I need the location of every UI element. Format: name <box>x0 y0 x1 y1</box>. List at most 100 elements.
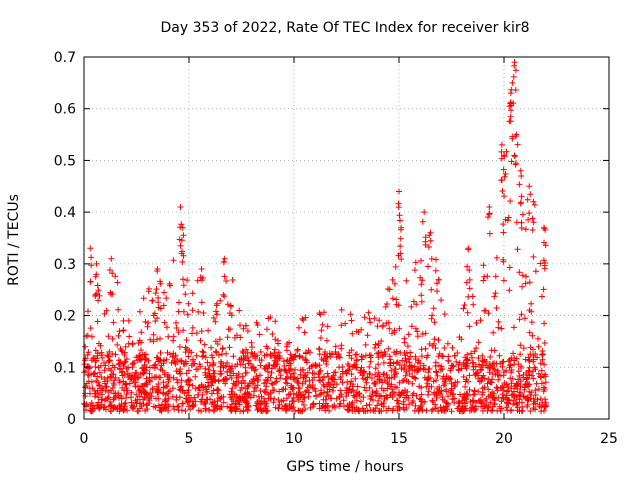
data-point <box>247 360 254 367</box>
data-point <box>464 357 471 364</box>
data-point <box>405 395 412 401</box>
data-point <box>163 295 170 302</box>
data-point <box>369 389 376 395</box>
data-point <box>438 407 445 414</box>
data-point <box>322 407 329 414</box>
data-point <box>420 362 427 369</box>
data-point <box>133 391 140 398</box>
data-point <box>110 380 117 387</box>
data-point <box>389 407 396 414</box>
data-point <box>239 395 246 402</box>
data-point <box>203 374 210 381</box>
data-point <box>519 283 526 290</box>
y-tick-label: 0.5 <box>54 153 76 169</box>
data-point <box>91 405 98 412</box>
data-point <box>204 388 211 395</box>
data-point <box>458 336 465 343</box>
data-point <box>485 386 492 393</box>
data-point <box>311 374 318 381</box>
data-point <box>214 311 220 318</box>
data-point <box>493 384 500 391</box>
data-point <box>395 400 402 407</box>
data-point <box>524 394 531 401</box>
data-point <box>540 257 547 264</box>
data-point <box>122 358 129 365</box>
data-point <box>464 309 471 316</box>
data-point <box>530 368 536 375</box>
data-point <box>185 387 192 394</box>
data-point <box>169 385 176 392</box>
data-point <box>498 398 505 405</box>
data-point <box>220 291 227 298</box>
data-point <box>157 374 164 381</box>
data-point <box>253 402 260 409</box>
data-point <box>183 370 190 377</box>
data-point <box>460 373 467 380</box>
data-point <box>236 401 243 408</box>
data-point <box>271 387 278 393</box>
data-point <box>115 390 122 397</box>
data-point <box>410 390 417 397</box>
data-point <box>397 235 404 242</box>
data-point <box>220 376 227 383</box>
data-point <box>280 358 287 365</box>
data-point <box>170 333 177 340</box>
data-point <box>375 361 382 368</box>
data-point <box>428 286 435 293</box>
data-point <box>423 407 430 414</box>
data-point <box>233 332 240 339</box>
data-point <box>403 368 410 375</box>
data-point <box>474 370 480 377</box>
data-point <box>478 377 485 384</box>
data-point <box>129 403 136 410</box>
data-point <box>282 402 289 409</box>
data-point <box>144 323 151 330</box>
data-point <box>540 388 547 395</box>
data-point <box>115 306 122 313</box>
data-point <box>188 362 195 369</box>
data-point <box>508 369 515 376</box>
data-point <box>511 62 518 69</box>
data-point <box>439 394 446 401</box>
data-point <box>287 365 294 372</box>
data-point <box>465 293 472 300</box>
data-point <box>302 349 309 356</box>
data-point <box>147 336 154 343</box>
data-point <box>466 372 473 379</box>
data-point <box>388 381 395 388</box>
data-point <box>115 394 122 401</box>
data-point <box>281 366 288 373</box>
data-point <box>367 395 374 402</box>
data-point <box>431 319 438 326</box>
data-point <box>217 406 223 413</box>
data-point <box>214 300 220 307</box>
data-point <box>513 401 520 408</box>
data-point <box>363 387 369 394</box>
data-point <box>406 401 412 408</box>
data-point <box>181 390 188 397</box>
x-tick-label: 15 <box>390 431 408 447</box>
grid-lines <box>84 57 609 419</box>
data-point <box>118 369 125 376</box>
data-point <box>506 356 513 363</box>
data-point <box>316 345 322 352</box>
data-point <box>157 280 164 287</box>
data-point <box>481 375 488 382</box>
data-point <box>212 318 219 325</box>
data-point <box>527 408 534 414</box>
data-point <box>347 311 354 318</box>
data-point <box>218 403 225 410</box>
data-point <box>541 320 548 327</box>
data-point <box>363 379 370 386</box>
data-point <box>338 306 345 313</box>
data-point <box>226 310 233 317</box>
data-point <box>513 381 520 387</box>
data-point <box>282 386 289 393</box>
data-point <box>86 385 93 392</box>
data-point <box>192 385 199 392</box>
data-point <box>280 397 287 404</box>
data-point <box>106 267 113 273</box>
data-point <box>489 407 496 414</box>
data-point <box>116 328 123 335</box>
data-point <box>360 370 367 377</box>
